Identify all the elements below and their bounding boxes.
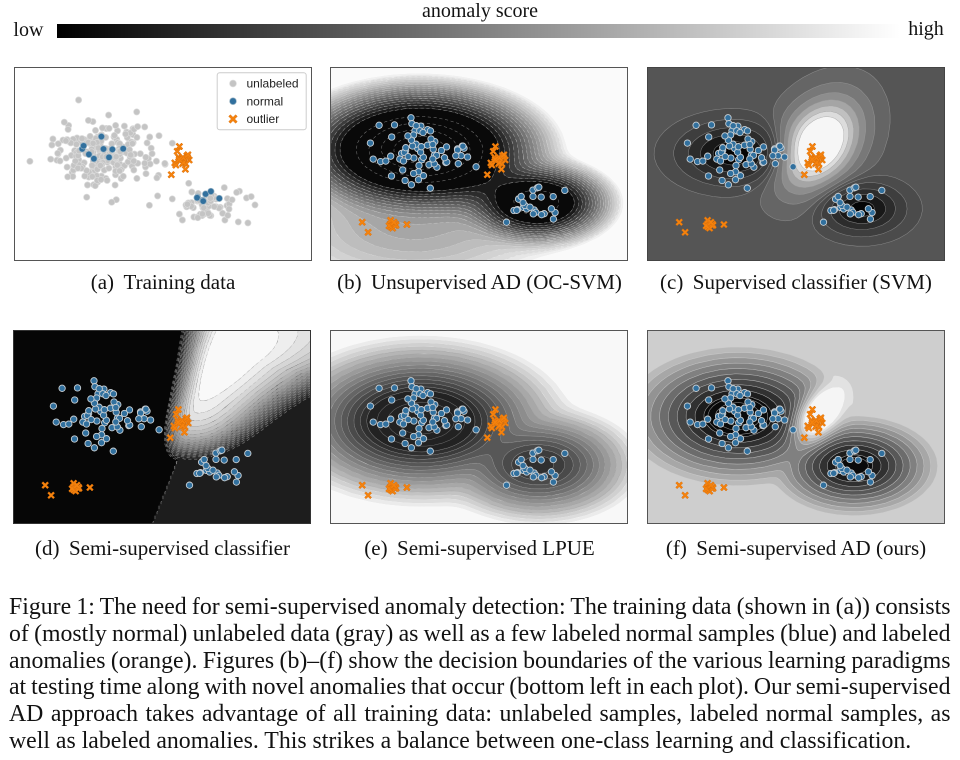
svg-text:unlabeled: unlabeled <box>247 77 299 91</box>
svg-text:outlier: outlier <box>247 112 280 126</box>
svg-text:normal: normal <box>247 94 284 108</box>
